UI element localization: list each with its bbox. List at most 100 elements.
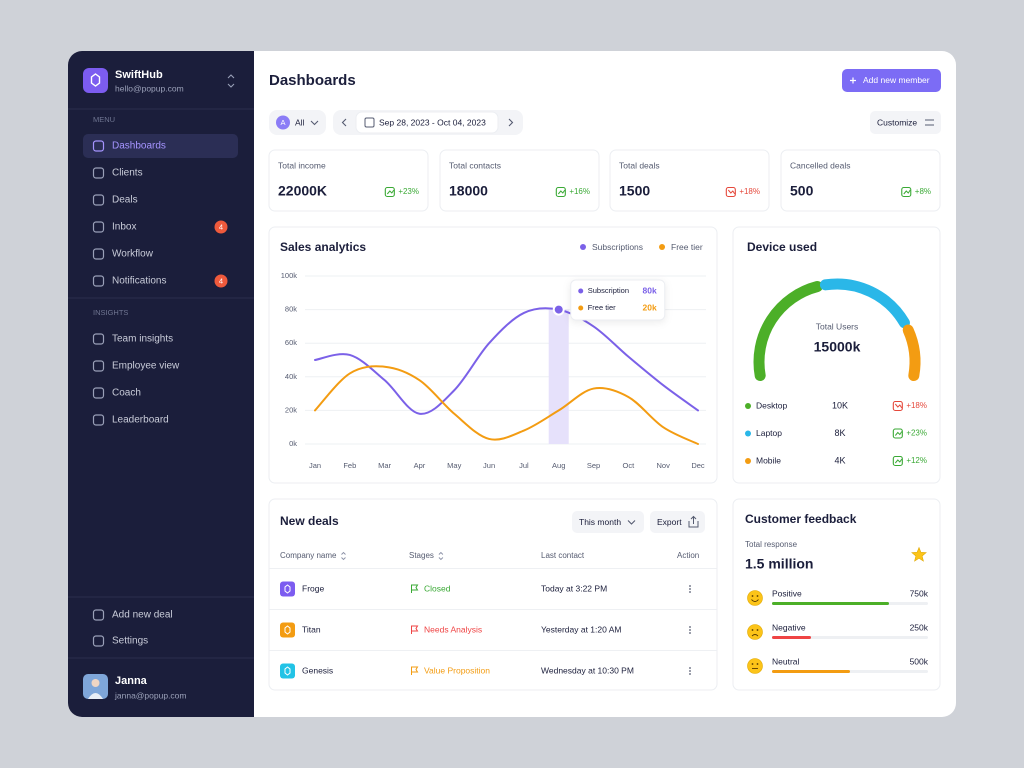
feedback-label: Neutral bbox=[772, 656, 800, 666]
period-select[interactable] bbox=[572, 511, 644, 533]
company-glyph bbox=[284, 584, 291, 594]
change-icon bbox=[725, 186, 736, 198]
x-tick-label: Nov bbox=[657, 461, 671, 470]
emoji-eye bbox=[756, 629, 759, 631]
emoji-mouth bbox=[751, 599, 759, 602]
stat-label: Total income bbox=[278, 160, 326, 170]
action-menu-dot[interactable] bbox=[689, 670, 691, 672]
card bbox=[268, 149, 429, 212]
gauge-value: 15000k bbox=[814, 339, 861, 355]
feedback-bar bbox=[772, 636, 811, 639]
export-icon bbox=[688, 515, 699, 528]
feedback-subtitle: Total response bbox=[745, 540, 798, 549]
star-icon bbox=[911, 546, 927, 562]
last-contact: Yesterday at 1:20 AM bbox=[541, 624, 622, 634]
company-glyph bbox=[284, 666, 291, 676]
feedback-total: 1.5 million bbox=[745, 556, 813, 572]
nav-item[interactable]: Settings bbox=[112, 636, 148, 647]
emoji-face bbox=[747, 658, 763, 674]
filter-avatar-letter: A bbox=[280, 118, 285, 127]
action-menu-dot[interactable] bbox=[689, 626, 691, 628]
stage-flag bbox=[411, 666, 419, 675]
hover-band bbox=[548, 309, 569, 444]
nav-item[interactable]: Clients bbox=[112, 168, 143, 179]
add-member-label: Add new member bbox=[863, 75, 930, 85]
device-value: 8K bbox=[834, 428, 845, 438]
card-title: Device used bbox=[747, 240, 817, 254]
column-header: Last contact bbox=[541, 551, 585, 560]
emoji-eye bbox=[751, 595, 754, 597]
change-icon bbox=[555, 186, 566, 198]
action-menu-dot[interactable] bbox=[689, 632, 691, 634]
card bbox=[439, 149, 600, 212]
nav-item[interactable]: Add new deal bbox=[112, 610, 173, 621]
gauge-label: Total Users bbox=[816, 321, 859, 331]
settings-icon bbox=[925, 119, 934, 126]
action-menu-dot[interactable] bbox=[689, 591, 691, 593]
action-menu-dot[interactable] bbox=[689, 667, 691, 669]
device-swatch bbox=[745, 430, 751, 437]
add-member-button[interactable] bbox=[842, 69, 941, 92]
gauge-segment bbox=[819, 278, 910, 329]
card bbox=[780, 149, 941, 212]
change-arrow bbox=[386, 189, 395, 195]
nav-item[interactable]: Team insights bbox=[112, 334, 173, 345]
prev-arrow[interactable] bbox=[341, 118, 347, 127]
change-value: +12% bbox=[906, 456, 927, 465]
nav-icon bbox=[92, 635, 105, 647]
y-tick-label: 60k bbox=[285, 338, 297, 347]
stat-value: 22000K bbox=[278, 183, 327, 199]
feedback-value: 500k bbox=[910, 656, 929, 666]
nav-item[interactable]: Coach bbox=[112, 388, 141, 399]
tooltip-label: Free tier bbox=[588, 303, 616, 312]
action-menu-dot[interactable] bbox=[689, 588, 691, 590]
brand: SwiftHub bbox=[115, 69, 163, 81]
logo bbox=[83, 68, 108, 93]
stat-value: 18000 bbox=[449, 183, 488, 199]
emoji-eye bbox=[751, 629, 754, 631]
action-menu-dot[interactable] bbox=[689, 629, 691, 631]
sort-icon[interactable] bbox=[438, 551, 444, 561]
nav-item[interactable]: Dashboards bbox=[112, 141, 166, 152]
gauge-segment bbox=[753, 281, 823, 382]
hover-point bbox=[552, 303, 565, 316]
change-icon bbox=[892, 455, 903, 467]
tooltip-swatch bbox=[578, 288, 584, 294]
card-title: Customer feedback bbox=[745, 512, 857, 526]
nav-item[interactable]: Deals bbox=[112, 195, 138, 206]
card bbox=[732, 498, 941, 691]
x-tick-label: Feb bbox=[343, 461, 356, 470]
nav-icon bbox=[92, 221, 105, 233]
next-arrow[interactable] bbox=[508, 118, 514, 127]
nav-item[interactable]: Inbox bbox=[112, 222, 136, 233]
date-pill-inner bbox=[355, 111, 499, 134]
nav-icon bbox=[92, 387, 105, 399]
y-tick-label: 100k bbox=[281, 271, 298, 280]
action-menu-dot[interactable] bbox=[689, 673, 691, 675]
brand-email: hello@popup.com bbox=[115, 83, 184, 93]
device-name: Desktop bbox=[756, 400, 787, 410]
card bbox=[732, 226, 941, 484]
tooltip-label: Subscription bbox=[588, 286, 629, 295]
filter-label: All bbox=[295, 117, 305, 127]
change-arrow bbox=[727, 189, 736, 195]
nav-item[interactable]: Workflow bbox=[112, 249, 154, 260]
company-name: Titan bbox=[302, 624, 321, 634]
customize-button[interactable] bbox=[870, 111, 941, 134]
nav-item[interactable]: Notifications bbox=[112, 276, 166, 287]
workspace-switch[interactable] bbox=[227, 74, 235, 88]
change-arrow bbox=[894, 403, 903, 409]
stage: Needs Analysis bbox=[424, 624, 482, 634]
nav-item[interactable]: Employee view bbox=[112, 361, 180, 372]
nav-icon bbox=[92, 414, 105, 426]
change-icon bbox=[901, 186, 912, 198]
device-name: Laptop bbox=[756, 428, 782, 438]
sort-icon[interactable] bbox=[341, 551, 346, 561]
nav-icon bbox=[92, 248, 105, 260]
device-value: 4K bbox=[834, 455, 845, 465]
nav-item[interactable]: Leaderboard bbox=[112, 415, 169, 426]
action-menu-dot[interactable] bbox=[689, 585, 691, 587]
x-tick-label: Jan bbox=[309, 461, 321, 470]
user-name: Janna bbox=[115, 675, 148, 687]
